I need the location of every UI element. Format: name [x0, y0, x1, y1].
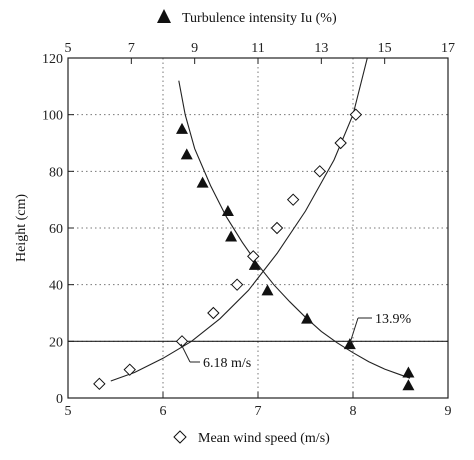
annotation-13-9: 13.9%: [349, 312, 412, 344]
annotation-6-18-label: 6.18 m/s: [203, 356, 251, 371]
grid: [68, 58, 448, 398]
top-axis-label: Turbulence intensity Iu (%): [182, 11, 337, 26]
y-axis-label: Height (cm): [14, 194, 29, 262]
annotation-leader: [349, 317, 359, 344]
y-tick-label: 20: [49, 335, 63, 350]
top-tick-label: 13: [314, 41, 328, 56]
wind-speed-point: [349, 108, 363, 121]
wind-speed-point: [270, 221, 284, 235]
wind-speed-fit-curve: [110, 57, 368, 382]
turbulence-point: [301, 312, 314, 324]
annotation-13-9-label: 13.9%: [375, 312, 412, 327]
top-tick-label: 15: [378, 41, 392, 56]
turbulence-point: [196, 176, 209, 188]
bottom-tick-label: 9: [445, 404, 452, 419]
top-tick-label: 5: [65, 41, 72, 56]
turbulence-point: [343, 338, 356, 350]
wind-speed-point: [207, 306, 220, 320]
bottom-legend-diamond-icon: [173, 430, 187, 444]
y-tick-label: 60: [49, 222, 63, 237]
wind-speed-point: [230, 278, 244, 291]
turbulence-fit-curve: [178, 80, 411, 379]
y-tick-label: 40: [49, 279, 63, 294]
bottom-tick-label: 8: [350, 404, 357, 419]
top-tick-label: 11: [251, 41, 264, 56]
data-points: [93, 108, 415, 391]
wind-speed-point: [313, 165, 326, 178]
axis-ticks: [67, 57, 449, 399]
bottom-axis-label: Mean wind speed (m/s): [198, 431, 330, 446]
turbulence-point: [261, 284, 274, 296]
top-tick-label: 17: [441, 41, 455, 56]
turbulence-point: [221, 205, 234, 216]
turbulence-point: [176, 122, 188, 134]
annotation-6-18: 6.18 m/s: [180, 343, 251, 371]
turbulence-point: [402, 366, 415, 378]
top-legend-triangle-icon: [157, 9, 171, 23]
y-tick-label: 0: [56, 392, 63, 407]
wind-speed-point: [247, 250, 260, 263]
top-tick-label: 7: [128, 41, 135, 56]
bottom-tick-label: 6: [160, 404, 167, 419]
y-tick-label: 100: [42, 109, 63, 124]
wind-speed-point: [123, 363, 136, 376]
turbulence-point: [225, 230, 238, 242]
turbulence-point: [180, 148, 193, 160]
wind-speed-point: [334, 136, 347, 150]
bottom-tick-label: 7: [255, 404, 262, 419]
top-tick-label: 9: [191, 41, 198, 56]
wind-speed-point: [93, 377, 106, 391]
annotation-leader: [180, 343, 191, 363]
y-tick-label: 80: [49, 165, 63, 180]
y-tick-label: 120: [42, 52, 63, 67]
bottom-tick-label: 5: [65, 404, 72, 419]
turbulence-point: [248, 258, 261, 270]
wind-speed-point: [286, 193, 300, 206]
turbulence-point: [402, 379, 415, 391]
fit-curves: [110, 57, 411, 382]
